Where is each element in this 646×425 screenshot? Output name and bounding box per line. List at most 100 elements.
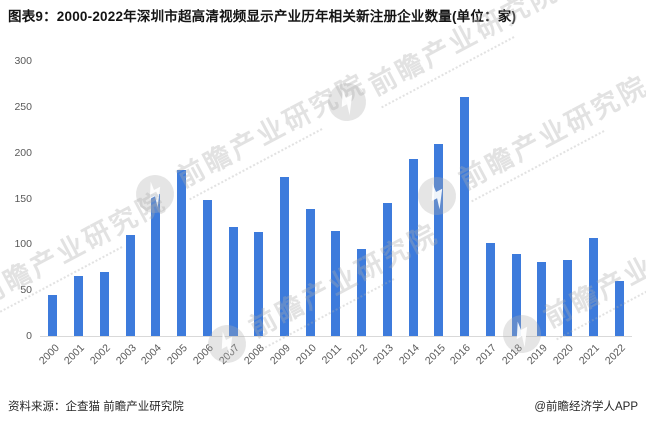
x-tick-label: 2020 xyxy=(551,342,577,368)
bar-2010 xyxy=(305,208,315,336)
chart-column-2011 xyxy=(323,61,349,336)
plot-area xyxy=(40,61,632,337)
chart-column-2020 xyxy=(555,61,581,336)
chart-column-2014 xyxy=(400,61,426,336)
y-tick-label: 200 xyxy=(14,146,32,159)
chart-column-2004 xyxy=(143,61,169,336)
x-tick-label: 2001 xyxy=(62,342,88,368)
y-tick-label: 250 xyxy=(14,100,32,113)
x-tick-cell: 2003 xyxy=(113,338,143,382)
chart-column-2006 xyxy=(194,61,220,336)
x-tick-cell: 2022 xyxy=(603,338,632,382)
chart-column-2000 xyxy=(40,61,66,336)
bar-2007 xyxy=(228,226,238,336)
x-tick-label: 2010 xyxy=(293,342,319,368)
x-tick-label: 2006 xyxy=(190,342,216,368)
x-tick-cell: 2012 xyxy=(345,338,375,382)
x-tick-cell: 2000 xyxy=(36,338,66,382)
x-tick-label: 2000 xyxy=(36,342,62,368)
x-tick-label: 2013 xyxy=(370,342,396,368)
x-tick-cell: 2014 xyxy=(396,338,426,382)
x-tick-label: 2003 xyxy=(113,342,139,368)
bar-2006 xyxy=(202,200,212,336)
bar-2018 xyxy=(511,253,521,336)
x-tick-label: 2005 xyxy=(165,342,191,368)
chart-column-2013 xyxy=(375,61,401,336)
bar-2020 xyxy=(563,259,573,336)
x-tick-label: 2019 xyxy=(525,342,551,368)
x-tick-cell: 2002 xyxy=(87,338,117,382)
x-tick-cell: 2015 xyxy=(422,338,452,382)
chart-column-2002 xyxy=(91,61,117,336)
credit-note: @前瞻经济学人APP xyxy=(534,401,638,413)
y-tick-label: 150 xyxy=(14,192,32,205)
chart-column-2003 xyxy=(117,61,143,336)
bar-2001 xyxy=(74,276,84,336)
x-tick-label: 2011 xyxy=(319,342,345,367)
x-tick-cell: 2020 xyxy=(551,338,581,382)
x-tick-label: 2021 xyxy=(576,342,602,368)
x-tick-label: 2012 xyxy=(345,342,371,368)
x-tick-cell: 2005 xyxy=(165,338,195,382)
x-tick-label: 2016 xyxy=(448,342,474,368)
x-tick-cell: 2001 xyxy=(62,338,92,382)
chart-column-2018 xyxy=(503,61,529,336)
bar-2004 xyxy=(151,193,161,336)
chart-column-2019 xyxy=(529,61,555,336)
bar-2000 xyxy=(48,294,58,336)
bar-2009 xyxy=(279,176,289,336)
bar-2014 xyxy=(408,159,418,336)
y-axis: 300 250 200 150 100 50 0 xyxy=(0,0,34,425)
bar-2016 xyxy=(460,96,470,336)
chart-column-2015 xyxy=(426,61,452,336)
x-tick-cell: 2010 xyxy=(293,338,323,382)
chart-column-2001 xyxy=(66,61,92,336)
x-tick-label: 2002 xyxy=(87,342,113,368)
chart-column-2016 xyxy=(452,61,478,336)
chart-column-2017 xyxy=(477,61,503,336)
bar-2005 xyxy=(177,170,187,336)
x-tick-label: 2017 xyxy=(473,342,499,368)
x-tick-label: 2014 xyxy=(396,342,422,368)
bar-2002 xyxy=(99,271,109,336)
page-title: 图表9：2000-2022年深圳市超高清视频显示产业历年相关新注册企业数量(单位… xyxy=(8,9,517,24)
y-tick-label: 50 xyxy=(20,284,32,297)
chart-column-2022 xyxy=(606,61,632,336)
x-tick-cell: 2004 xyxy=(139,338,169,382)
y-tick-label: 100 xyxy=(14,238,32,251)
x-axis: 2000 2001 2002 2003 2004 2005 2006 2007 2008 2009… xyxy=(36,338,632,382)
bar-2015 xyxy=(434,144,444,336)
chart-column-2007 xyxy=(220,61,246,336)
x-tick-cell: 2011 xyxy=(319,338,349,382)
bar-2021 xyxy=(588,237,598,336)
x-tick-cell: 2006 xyxy=(190,338,220,382)
bar-2012 xyxy=(357,248,367,336)
bar-2013 xyxy=(382,203,392,336)
x-tick-label: 2009 xyxy=(267,342,293,368)
x-tick-cell: 2008 xyxy=(242,338,272,382)
source-note: 资料来源：企查猫 前瞻产业研究院 xyxy=(8,401,184,413)
x-tick-cell: 2007 xyxy=(216,338,246,382)
bar-2017 xyxy=(485,243,495,336)
x-tick-cell: 2018 xyxy=(499,338,529,382)
y-tick-label: 0 xyxy=(26,330,32,342)
x-tick-label: 2015 xyxy=(422,342,448,368)
x-tick-label: 2008 xyxy=(242,342,268,368)
bar-2011 xyxy=(331,230,341,336)
x-tick-cell: 2021 xyxy=(576,338,606,382)
x-tick-cell: 2017 xyxy=(473,338,503,382)
chart-column-2021 xyxy=(580,61,606,336)
bar-2008 xyxy=(254,232,264,336)
x-tick-cell: 2009 xyxy=(268,338,298,382)
bar-2022 xyxy=(614,281,624,336)
x-tick-cell: 2016 xyxy=(448,338,478,382)
chart-column-2009 xyxy=(272,61,298,336)
x-tick-cell: 2019 xyxy=(525,338,555,382)
x-tick-label: 2018 xyxy=(499,342,525,368)
x-tick-label: 2007 xyxy=(216,342,242,368)
chart-column-2012 xyxy=(349,61,375,336)
bar-2003 xyxy=(125,235,135,336)
chart-column-2008 xyxy=(246,61,272,336)
chart-column-2010 xyxy=(297,61,323,336)
x-tick-label: 2004 xyxy=(139,342,165,368)
